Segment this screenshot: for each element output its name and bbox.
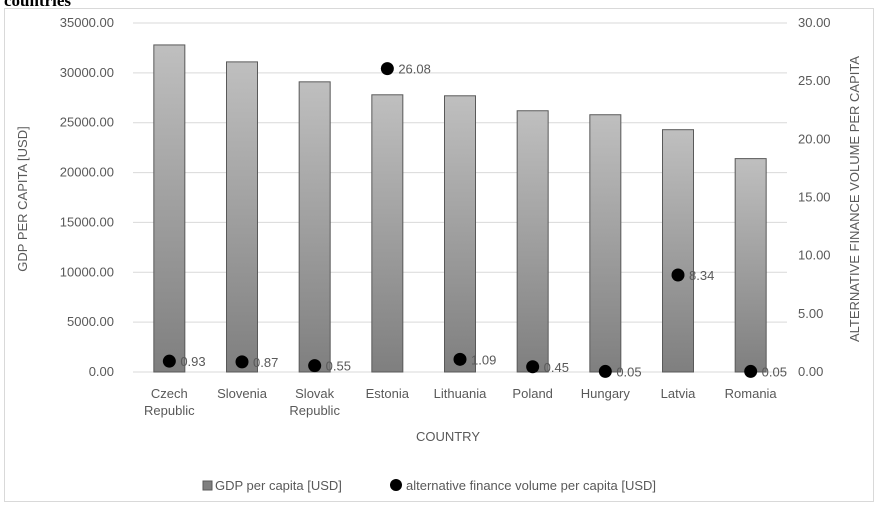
x-tick-label: Republic bbox=[289, 403, 340, 418]
bar bbox=[226, 61, 258, 373]
y-tick-label: 20000.00 bbox=[60, 165, 114, 180]
data-label: 0.93 bbox=[180, 354, 205, 369]
scatter-point bbox=[162, 354, 176, 368]
y2-tick-label: 10.00 bbox=[798, 248, 831, 263]
scatter-point bbox=[308, 359, 322, 373]
y-axis-title: GDP PER CAPITA [USD] bbox=[15, 126, 30, 271]
legend-label-gdp: GDP per capita [USD] bbox=[215, 478, 342, 493]
y-tick-label: 10000.00 bbox=[60, 264, 114, 279]
bar-series-gdp bbox=[153, 44, 767, 373]
scatter-point bbox=[598, 364, 612, 378]
left-axis-ticks: 0.00 5000.00 10000.00 15000.00 20000.00 25000… bbox=[60, 15, 114, 379]
x-tick-label: Czech bbox=[151, 386, 188, 401]
y2-tick-label: 15.00 bbox=[798, 190, 831, 205]
x-tick-label: Hungary bbox=[581, 386, 631, 401]
scatter-point bbox=[235, 355, 249, 369]
data-label: 0.05 bbox=[762, 364, 787, 379]
bar bbox=[516, 110, 549, 373]
data-label: 0.55 bbox=[326, 359, 351, 374]
chart-frame: 0.93 0.87 0.55 26.08 1.09 0.45 0.05 8.34 0.05 0.… bbox=[4, 8, 874, 502]
legend-label-alt-finance: alternative finance volume per capita [U… bbox=[406, 478, 656, 493]
y-tick-label: 30000.00 bbox=[60, 65, 114, 80]
scatter-point bbox=[453, 352, 467, 366]
y-tick-label: 35000.00 bbox=[60, 15, 114, 30]
scatter-point bbox=[671, 268, 685, 282]
x-tick-label: Slovenia bbox=[217, 386, 268, 401]
data-label: 8.34 bbox=[689, 268, 714, 283]
bar bbox=[371, 94, 404, 373]
x-tick-label: Poland bbox=[512, 386, 552, 401]
legend-swatch-alt-finance bbox=[390, 479, 402, 491]
y2-tick-label: 20.00 bbox=[798, 131, 831, 146]
y-tick-label: 5000.00 bbox=[67, 314, 114, 329]
y2-tick-label: 25.00 bbox=[798, 73, 831, 88]
x-tick-label: Latvia bbox=[661, 386, 696, 401]
bar bbox=[734, 158, 767, 373]
scatter-point bbox=[380, 62, 394, 76]
y2-tick-label: 30.00 bbox=[798, 15, 831, 30]
y-tick-label: 25000.00 bbox=[60, 115, 114, 130]
bar bbox=[153, 44, 186, 373]
y2-tick-label: 0.00 bbox=[798, 364, 823, 379]
right-axis-ticks: 0.00 5.00 10.00 15.00 20.00 25.00 30.00 bbox=[798, 15, 831, 379]
scatter-point bbox=[526, 360, 540, 374]
data-label: 0.87 bbox=[253, 355, 278, 370]
y-tick-label: 15000.00 bbox=[60, 214, 114, 229]
page-top-text: countries bbox=[4, 0, 72, 10]
x-axis-title: COUNTRY bbox=[416, 429, 480, 444]
data-label: 26.08 bbox=[398, 62, 431, 77]
x-tick-label: Republic bbox=[144, 403, 195, 418]
bar bbox=[444, 95, 476, 373]
bar bbox=[589, 114, 622, 373]
scatter-series-alt-finance: 0.93 0.87 0.55 26.08 1.09 0.45 0.05 8.34 0.05 bbox=[162, 62, 787, 379]
x-tick-label: Romania bbox=[725, 386, 778, 401]
y-tick-label: 0.00 bbox=[89, 364, 114, 379]
y2-tick-label: 5.00 bbox=[798, 306, 823, 321]
legend: GDP per capita [USD] alternative finance… bbox=[202, 478, 656, 493]
data-label: 0.45 bbox=[544, 360, 569, 375]
combo-chart: 0.93 0.87 0.55 26.08 1.09 0.45 0.05 8.34 0.05 0.… bbox=[15, 15, 862, 493]
legend-swatch-gdp bbox=[202, 480, 213, 491]
bar bbox=[662, 129, 694, 373]
data-label: 1.09 bbox=[471, 352, 496, 367]
x-tick-label: Estonia bbox=[366, 386, 410, 401]
y2-axis-title: ALTERNATIVE FINANCE VOLUME PER CAPITA bbox=[847, 56, 862, 342]
data-label: 0.05 bbox=[616, 364, 641, 379]
x-axis-ticks: Czech Republic Slovenia Slovak Republic Eston… bbox=[144, 386, 777, 418]
x-tick-label: Slovak bbox=[295, 386, 335, 401]
scatter-point bbox=[744, 364, 758, 378]
bar bbox=[298, 81, 331, 373]
x-tick-label: Lithuania bbox=[434, 386, 488, 401]
